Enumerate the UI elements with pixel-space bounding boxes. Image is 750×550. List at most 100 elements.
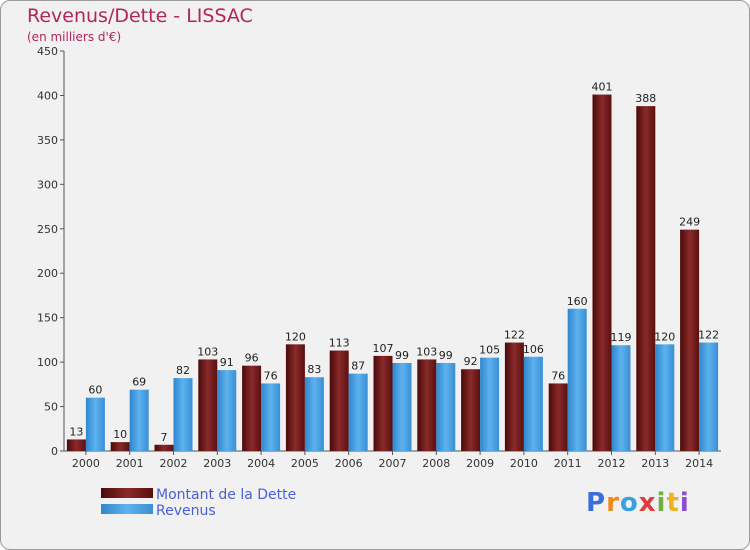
y-tick-label: 100 xyxy=(37,356,58,369)
bar-revenus xyxy=(173,378,193,451)
value-label-revenus: 82 xyxy=(176,364,190,377)
value-label-revenus: 122 xyxy=(698,329,719,342)
value-label-dette: 13 xyxy=(69,425,83,438)
bar-revenus xyxy=(567,308,587,451)
value-label-revenus: 83 xyxy=(307,363,321,376)
x-tick-label: 2012 xyxy=(598,457,626,470)
x-tick-label: 2010 xyxy=(510,457,538,470)
value-label-dette: 122 xyxy=(504,329,525,342)
y-tick-label: 400 xyxy=(37,89,58,102)
x-tick-label: 2014 xyxy=(685,457,713,470)
value-label-revenus: 60 xyxy=(88,384,102,397)
bar-revenus xyxy=(261,383,281,451)
value-label-revenus: 99 xyxy=(439,349,453,362)
y-tick-label: 0 xyxy=(51,445,58,458)
logo-letter: r xyxy=(606,488,620,518)
legend-label-dette: Montant de la Dette xyxy=(156,487,296,503)
bar-revenus xyxy=(523,356,543,451)
bar-revenus xyxy=(392,363,412,451)
y-tick-label: 200 xyxy=(37,267,58,280)
x-tick-label: 2001 xyxy=(116,457,144,470)
y-tick-label: 300 xyxy=(37,178,58,191)
logo-letter: P xyxy=(586,488,607,518)
y-tick-label: 450 xyxy=(37,45,58,58)
bar-revenus xyxy=(85,397,105,451)
value-label-dette: 113 xyxy=(329,337,350,350)
legend-swatch-dette xyxy=(101,488,153,498)
x-tick-label: 2000 xyxy=(72,457,100,470)
value-label-dette: 7 xyxy=(161,431,168,444)
value-label-dette: 388 xyxy=(635,92,656,105)
x-tick-label: 2011 xyxy=(554,457,582,470)
bar-dette xyxy=(548,383,568,451)
bar-revenus xyxy=(699,342,719,451)
x-tick-label: 2004 xyxy=(247,457,275,470)
proxiti-logo: Proxiti xyxy=(586,488,690,518)
value-label-dette: 92 xyxy=(464,355,478,368)
value-label-revenus: 76 xyxy=(264,369,278,382)
bar-dette xyxy=(461,369,481,451)
chart-title: Revenus/Dette - LISSAC xyxy=(27,5,253,27)
value-label-dette: 120 xyxy=(285,330,306,343)
value-label-dette: 103 xyxy=(197,345,218,358)
bar-dette xyxy=(285,344,305,451)
bar-dette xyxy=(680,229,700,451)
value-label-dette: 107 xyxy=(373,342,394,355)
x-tick-label: 2007 xyxy=(379,457,407,470)
y-tick-label: 50 xyxy=(44,401,58,414)
value-label-revenus: 106 xyxy=(523,343,544,356)
bar-dette xyxy=(636,106,656,451)
bar-dette xyxy=(242,365,262,451)
logo-letter: x xyxy=(638,488,657,518)
value-label-revenus: 99 xyxy=(395,349,409,362)
bar-dette xyxy=(154,444,174,451)
bar-revenus xyxy=(611,345,631,451)
y-tick-label: 350 xyxy=(37,134,58,147)
bar-revenus xyxy=(217,370,237,451)
bar-dette xyxy=(66,439,86,451)
x-tick-label: 2009 xyxy=(466,457,494,470)
bar-dette xyxy=(329,350,349,451)
chart-subtitle: (en milliers d'€) xyxy=(27,30,122,44)
bar-revenus xyxy=(348,373,368,451)
logo-letter: i xyxy=(679,488,690,518)
bar-dette xyxy=(504,342,524,451)
x-tick-label: 2002 xyxy=(160,457,188,470)
bar-dette xyxy=(373,355,393,451)
y-tick-label: 250 xyxy=(37,223,58,236)
y-tick-label: 150 xyxy=(37,312,58,325)
logo-letter: t xyxy=(666,488,680,518)
value-label-revenus: 87 xyxy=(351,360,365,373)
value-label-dette: 249 xyxy=(679,216,700,229)
value-label-revenus: 160 xyxy=(567,295,588,308)
legend-swatch-revenus xyxy=(101,504,153,514)
value-label-dette: 10 xyxy=(113,428,127,441)
value-label-dette: 96 xyxy=(245,352,259,365)
x-tick-label: 2005 xyxy=(291,457,319,470)
bar-revenus xyxy=(655,344,675,451)
value-label-revenus: 69 xyxy=(132,376,146,389)
value-label-dette: 401 xyxy=(592,81,613,94)
legend: Montant de la Dette Revenus xyxy=(101,487,296,519)
value-label-revenus: 119 xyxy=(611,331,632,344)
bar-revenus xyxy=(436,363,456,451)
bar-revenus xyxy=(480,357,500,451)
x-tick-label: 2003 xyxy=(203,457,231,470)
value-label-revenus: 120 xyxy=(654,330,675,343)
legend-label-revenus: Revenus xyxy=(156,503,216,519)
x-tick-label: 2013 xyxy=(641,457,669,470)
value-label-dette: 76 xyxy=(551,369,565,382)
value-label-revenus: 105 xyxy=(479,344,500,357)
bars xyxy=(66,94,719,452)
value-label-dette: 103 xyxy=(416,345,437,358)
x-tick-label: 2006 xyxy=(335,457,363,470)
bar-dette xyxy=(417,359,437,451)
logo-letter: o xyxy=(619,488,639,518)
bar-revenus xyxy=(304,377,324,451)
bar-dette xyxy=(592,94,612,452)
bar-dette xyxy=(110,442,130,451)
logo-letter: i xyxy=(656,488,667,518)
